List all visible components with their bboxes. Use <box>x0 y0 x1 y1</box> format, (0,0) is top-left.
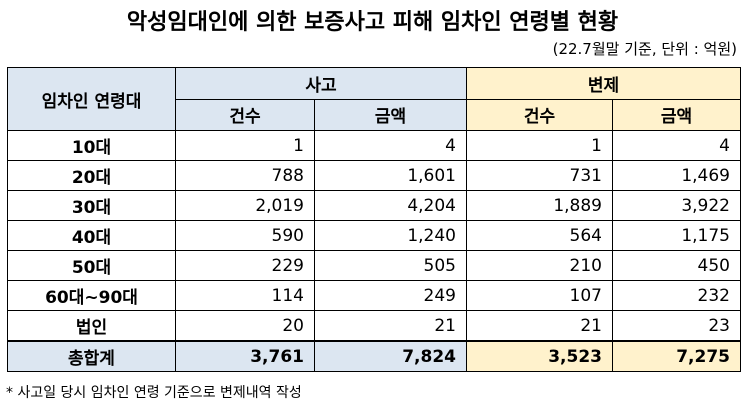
cell: 1,469 <box>612 160 741 191</box>
cell: 1,889 <box>466 190 613 221</box>
cell: 450 <box>612 250 741 281</box>
footnote: * 사고일 당시 임차인 연령 기준으로 변제내역 작성 <box>6 385 302 401</box>
table-body: 10대 1 4 1 4 20대 788 1,601 731 1,469 30대 2,019 4,204 1… <box>7 130 741 372</box>
row-label: 40대 <box>7 220 176 251</box>
cell: 114 <box>175 280 315 311</box>
cell: 4,204 <box>314 190 467 221</box>
cell: 3,761 <box>175 340 315 372</box>
cell: 23 <box>612 310 741 342</box>
cell: 505 <box>314 250 467 281</box>
group-header: 변제 <box>466 67 741 100</box>
cell: 731 <box>466 160 613 191</box>
row-label: 50대 <box>7 250 176 281</box>
sub-header: 금액 <box>314 98 467 131</box>
cell: 249 <box>314 280 467 311</box>
title: 악성임대인에 의한 보증사고 피해 임차인 연령별 현황 <box>126 10 619 35</box>
row: 60대~90대 114 249 107 232 <box>7 280 741 311</box>
sub-header: 금액 <box>612 98 741 131</box>
row: 10대 1 4 1 4 <box>7 130 741 161</box>
cell: 4 <box>612 130 741 161</box>
cell: 7,824 <box>314 340 467 372</box>
corner-header: 임차인 연령대 <box>7 67 176 131</box>
cell: 564 <box>466 220 613 251</box>
total-row: 총합계 3,761 7,824 3,523 7,275 <box>7 340 741 372</box>
group-header: 사고 <box>175 67 467 100</box>
row: 30대 2,019 4,204 1,889 3,922 <box>7 190 741 221</box>
row-label: 10대 <box>7 130 176 161</box>
cell: 232 <box>612 280 741 311</box>
sub-header: 건수 <box>175 98 315 131</box>
cell: 3,922 <box>612 190 741 221</box>
cell: 1 <box>466 130 613 161</box>
cell: 210 <box>466 250 613 281</box>
cell: 21 <box>466 310 613 342</box>
cell: 21 <box>314 310 467 342</box>
unit-note: (22.7월말 기준, 단위 : 억원) <box>552 40 737 58</box>
cell: 20 <box>175 310 315 342</box>
row: 40대 590 1,240 564 1,175 <box>7 220 741 251</box>
sub-header: 건수 <box>466 98 613 131</box>
cell: 229 <box>175 250 315 281</box>
row-label: 총합계 <box>7 340 176 372</box>
cell: 1 <box>175 130 315 161</box>
cell: 1,240 <box>314 220 467 251</box>
row: 20대 788 1,601 731 1,469 <box>7 160 741 191</box>
row-label: 법인 <box>7 310 176 342</box>
cell: 3,523 <box>466 340 613 372</box>
table: 임차인 연령대 사고 변제 건수 금액 건수 금액 10대 1 4 1 4 20대 788 1… <box>7 67 741 372</box>
cell: 788 <box>175 160 315 191</box>
row: 50대 229 505 210 450 <box>7 250 741 281</box>
row-label: 30대 <box>7 190 176 221</box>
cell: 1,175 <box>612 220 741 251</box>
cell: 590 <box>175 220 315 251</box>
cell: 1,601 <box>314 160 467 191</box>
row-label: 60대~90대 <box>7 280 176 311</box>
row-label: 20대 <box>7 160 176 191</box>
cell: 2,019 <box>175 190 315 221</box>
cell: 4 <box>314 130 467 161</box>
cell: 7,275 <box>612 340 741 372</box>
row: 법인 20 21 21 23 <box>7 310 741 342</box>
cell: 107 <box>466 280 613 311</box>
